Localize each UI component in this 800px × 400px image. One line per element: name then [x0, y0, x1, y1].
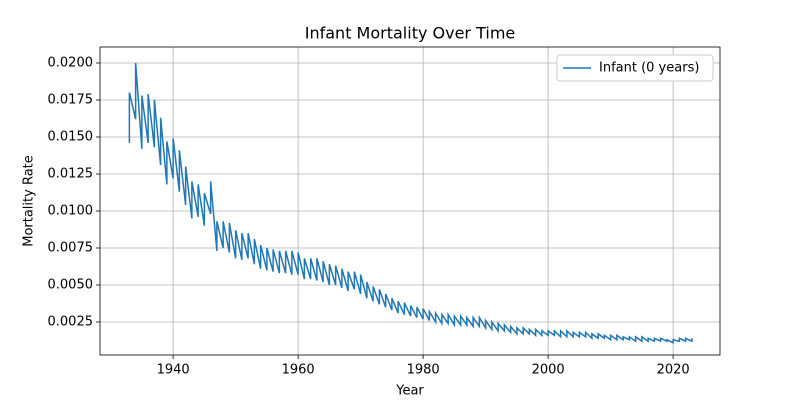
y-tick-label: 0.0200	[48, 55, 94, 70]
plot-frame	[99, 46, 721, 356]
x-tick-label: 2000	[532, 363, 565, 378]
x-tick-label: 1960	[282, 363, 315, 378]
y-axis-label: Mortality Rate	[22, 155, 37, 247]
y-tick-label: 0.0100	[48, 203, 94, 218]
legend: Infant (0 years)	[556, 54, 714, 82]
y-tick-label: 0.0175	[48, 92, 94, 107]
y-tick-label: 0.0150	[48, 129, 94, 144]
x-tick-label: 1940	[157, 363, 190, 378]
x-tick-label: 2020	[657, 363, 690, 378]
x-axis-label: Year	[395, 384, 424, 399]
data-line	[128, 62, 693, 344]
chart-title: Infant Mortality Over Time	[305, 24, 516, 43]
y-tick-label: 0.0025	[48, 314, 94, 329]
x-tick-label: 1980	[407, 363, 440, 378]
y-tick-label: 0.0125	[48, 166, 94, 181]
y-tick-label: 0.0050	[48, 277, 94, 292]
legend-box	[556, 54, 714, 82]
legend-label: Infant (0 years)	[599, 61, 699, 76]
y-tick-label: 0.0075	[48, 240, 94, 255]
